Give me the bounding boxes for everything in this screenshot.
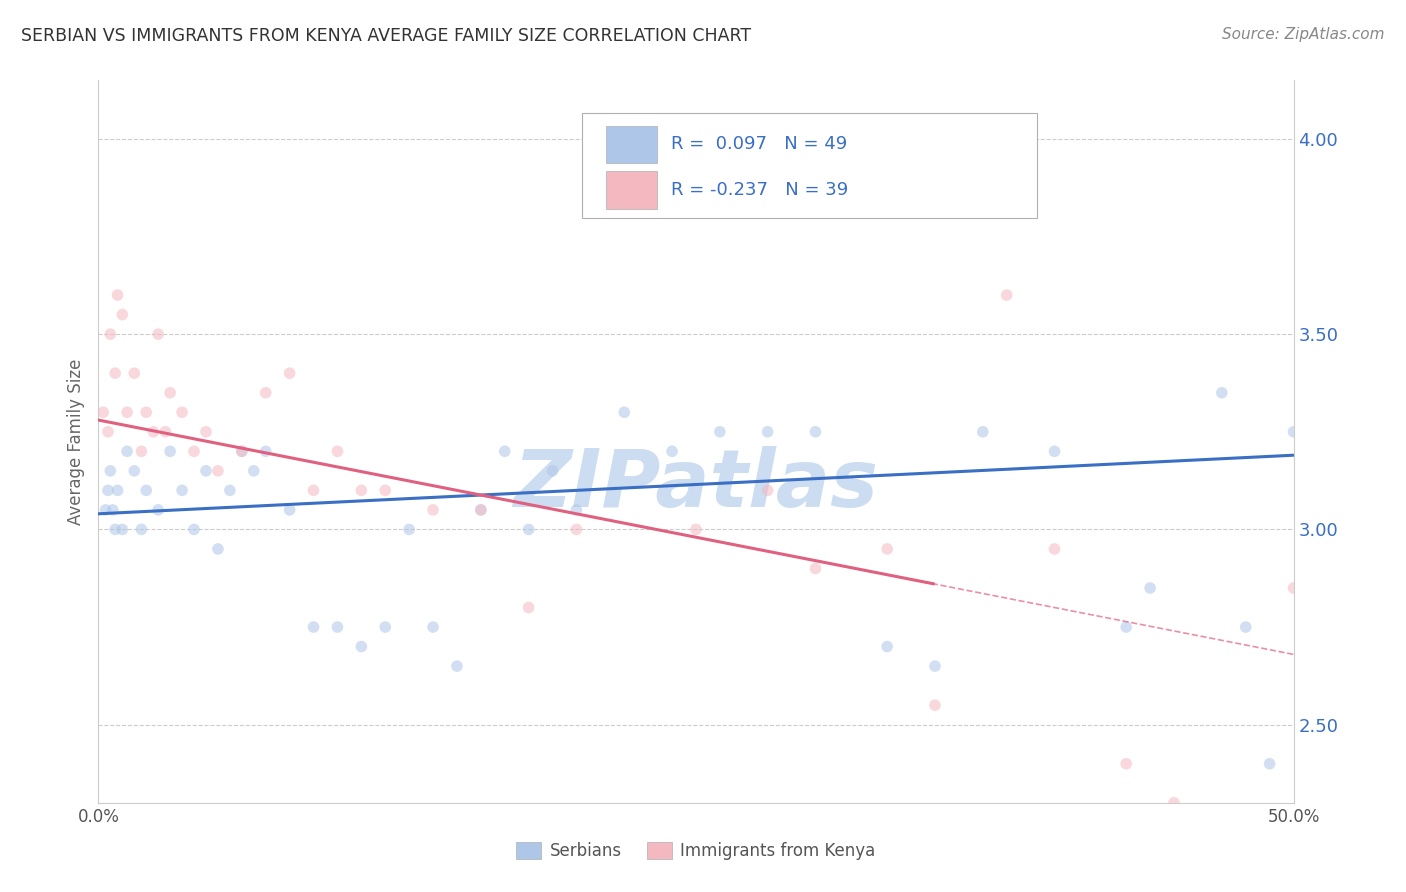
FancyBboxPatch shape bbox=[582, 112, 1036, 218]
Point bbox=[1115, 620, 1137, 634]
Point bbox=[172, 405, 194, 419]
Point bbox=[470, 503, 492, 517]
Point bbox=[1163, 796, 1185, 810]
Point bbox=[107, 483, 129, 498]
Point bbox=[1282, 425, 1305, 439]
Point bbox=[685, 523, 707, 537]
Point bbox=[1211, 385, 1233, 400]
Point bbox=[876, 541, 898, 556]
Point bbox=[254, 444, 277, 458]
Point bbox=[924, 698, 946, 713]
Point bbox=[172, 483, 194, 498]
Point bbox=[115, 405, 138, 419]
Point bbox=[302, 620, 325, 634]
Point bbox=[148, 327, 170, 342]
Point bbox=[195, 464, 218, 478]
Bar bbox=[606, 126, 657, 163]
Point bbox=[422, 503, 444, 517]
Point bbox=[804, 425, 827, 439]
Point bbox=[756, 425, 779, 439]
Point bbox=[756, 483, 779, 498]
Point bbox=[115, 444, 138, 458]
Point bbox=[1043, 444, 1066, 458]
Text: ZIPatlas: ZIPatlas bbox=[513, 446, 879, 524]
Point bbox=[94, 503, 117, 517]
Point bbox=[148, 503, 170, 517]
Point bbox=[398, 523, 420, 537]
Point bbox=[374, 620, 396, 634]
Point bbox=[613, 405, 636, 419]
Point bbox=[219, 483, 242, 498]
Point bbox=[97, 483, 120, 498]
Point bbox=[107, 288, 129, 302]
Point bbox=[135, 483, 157, 498]
Text: R =  0.097   N = 49: R = 0.097 N = 49 bbox=[671, 135, 848, 153]
Point bbox=[131, 523, 153, 537]
Text: R = -0.237   N = 39: R = -0.237 N = 39 bbox=[671, 181, 848, 199]
Text: SERBIAN VS IMMIGRANTS FROM KENYA AVERAGE FAMILY SIZE CORRELATION CHART: SERBIAN VS IMMIGRANTS FROM KENYA AVERAGE… bbox=[21, 27, 751, 45]
Point bbox=[350, 483, 373, 498]
Point bbox=[1139, 581, 1161, 595]
Point bbox=[565, 503, 588, 517]
Point bbox=[131, 444, 153, 458]
Point bbox=[517, 523, 540, 537]
Point bbox=[104, 523, 127, 537]
Point bbox=[1115, 756, 1137, 771]
Text: Source: ZipAtlas.com: Source: ZipAtlas.com bbox=[1222, 27, 1385, 42]
Point bbox=[124, 464, 146, 478]
Point bbox=[876, 640, 898, 654]
Point bbox=[97, 425, 120, 439]
Point bbox=[231, 444, 253, 458]
Point bbox=[183, 444, 205, 458]
Point bbox=[124, 366, 146, 380]
Point bbox=[111, 523, 134, 537]
Point bbox=[278, 503, 301, 517]
Point bbox=[924, 659, 946, 673]
Point bbox=[517, 600, 540, 615]
Legend: Serbians, Immigrants from Kenya: Serbians, Immigrants from Kenya bbox=[510, 835, 882, 867]
Point bbox=[494, 444, 516, 458]
Point bbox=[470, 503, 492, 517]
Point bbox=[207, 464, 229, 478]
Point bbox=[995, 288, 1018, 302]
Point bbox=[446, 659, 468, 673]
Point bbox=[111, 308, 134, 322]
Point bbox=[565, 523, 588, 537]
Point bbox=[709, 425, 731, 439]
Point bbox=[972, 425, 994, 439]
Bar bbox=[606, 171, 657, 209]
Point bbox=[98, 327, 122, 342]
Point bbox=[804, 561, 827, 575]
Point bbox=[159, 444, 181, 458]
Point bbox=[91, 405, 114, 419]
Point bbox=[207, 541, 229, 556]
Point bbox=[326, 444, 349, 458]
Point bbox=[101, 503, 124, 517]
Point bbox=[159, 385, 181, 400]
Point bbox=[183, 523, 205, 537]
Point bbox=[422, 620, 444, 634]
Point bbox=[98, 464, 122, 478]
Point bbox=[243, 464, 266, 478]
Point bbox=[302, 483, 325, 498]
Point bbox=[374, 483, 396, 498]
Point bbox=[155, 425, 177, 439]
Point bbox=[326, 620, 349, 634]
Point bbox=[195, 425, 218, 439]
Point bbox=[1258, 756, 1281, 771]
Point bbox=[1234, 620, 1257, 634]
Point bbox=[254, 385, 277, 400]
Y-axis label: Average Family Size: Average Family Size bbox=[66, 359, 84, 524]
Point bbox=[104, 366, 127, 380]
Point bbox=[142, 425, 165, 439]
Point bbox=[1043, 541, 1066, 556]
Point bbox=[1282, 581, 1305, 595]
Point bbox=[231, 444, 253, 458]
Point bbox=[350, 640, 373, 654]
Point bbox=[278, 366, 301, 380]
Point bbox=[541, 464, 564, 478]
Point bbox=[661, 444, 683, 458]
Point bbox=[135, 405, 157, 419]
